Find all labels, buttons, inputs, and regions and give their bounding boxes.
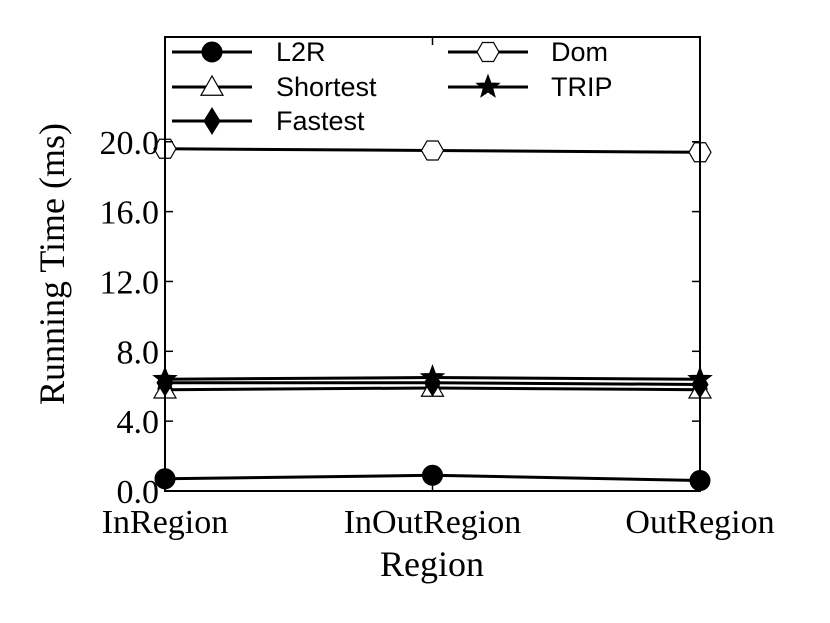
series-layer [152,138,713,492]
legend-label-shortest: Shortest [276,72,377,102]
legend-item-l2r: L2R [172,37,326,67]
legend-item-dom: Dom [448,37,608,67]
plot-area-frame [164,36,701,492]
data-point-dom-inoutregion [420,140,445,161]
y-tick-label: 12.0 [100,264,160,301]
y-tick-label: 20.0 [100,125,160,162]
legend-label-l2r: L2R [276,37,326,67]
legend-label-dom: Dom [551,37,608,67]
legend-marker-shortest [199,74,225,96]
legend-marker-dom [476,41,500,63]
legend-label-trip: TRIP [551,72,613,102]
y-tick-label: 4.0 [117,404,160,441]
legend-label-fastest: Fastest [276,106,365,136]
legend: L2R Shortest Fastest Dom TRIP [172,37,613,136]
y-axis-label: Running Time (ms) [32,123,72,405]
legend-item-trip: TRIP [448,72,613,102]
y-tick-label: 16.0 [100,195,160,232]
y-tick-label: 0.0 [117,474,160,511]
x-tick-label-inoutregion: InOutRegion [344,504,522,541]
legend-marker-trip [475,73,501,98]
x-tick-label-inregion: InRegion [102,504,229,541]
axes-layer: 0.0 4.0 8.0 12.0 16.0 20.0 InRegion InOutRegion… [100,37,775,541]
data-point-trip-inoutregion [419,364,446,389]
legend-marker-l2r [201,41,223,63]
x-axis-label: Region [380,544,484,584]
data-point-l2r-inoutregion [422,464,443,486]
legend-marker-fastest [203,107,221,135]
legend-item-fastest: Fastest [172,106,365,136]
legend-item-shortest: Shortest [172,72,377,102]
x-tick-label-outregion: OutRegion [625,504,774,541]
series-dom [153,138,712,163]
y-tick-label: 8.0 [117,334,160,371]
